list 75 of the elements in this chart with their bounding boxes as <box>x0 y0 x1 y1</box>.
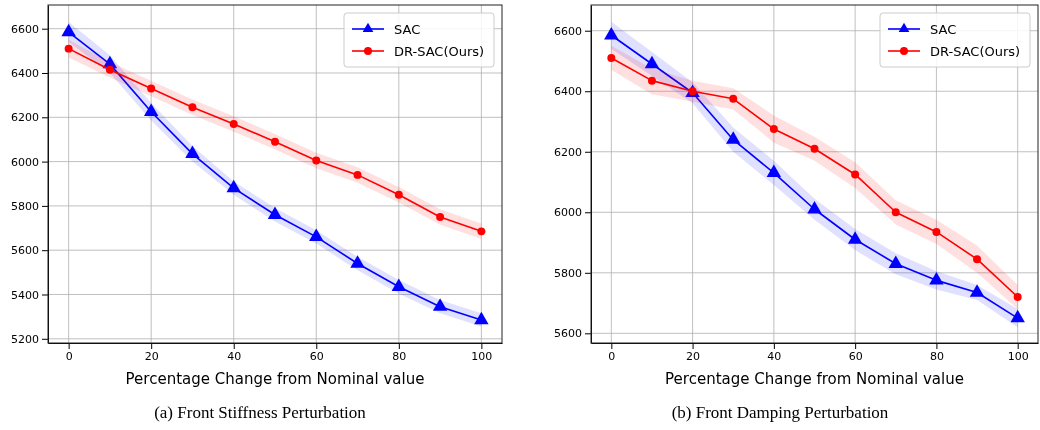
legend-label: DR-SAC(Ours) <box>394 44 485 59</box>
y-tick-label: 5600 <box>554 327 582 341</box>
x-axis-title: Percentage Change from Nominal value <box>665 370 964 388</box>
point <box>353 170 362 179</box>
point <box>432 298 448 311</box>
x-axis-title: Percentage Change from Nominal value <box>125 370 425 388</box>
point <box>350 255 365 268</box>
point <box>891 208 900 217</box>
x-tick-label: 80 <box>929 349 944 363</box>
point <box>436 212 445 221</box>
point <box>185 145 200 159</box>
point <box>644 55 660 69</box>
point <box>729 94 738 103</box>
point <box>477 227 486 236</box>
point <box>810 144 819 153</box>
x-tick-label: 40 <box>227 349 242 363</box>
x-tick-label: 0 <box>65 349 73 363</box>
point <box>474 311 489 325</box>
point <box>105 65 114 74</box>
point <box>969 284 985 297</box>
point <box>64 44 73 53</box>
y-tick-label: 6000 <box>11 155 39 169</box>
point <box>188 103 197 112</box>
y-tick-label: 6600 <box>11 22 39 36</box>
point <box>271 137 279 146</box>
point <box>229 119 238 128</box>
legend-label: SAC <box>930 22 957 37</box>
y-tick-label: 5600 <box>11 244 39 258</box>
point <box>769 125 778 134</box>
point <box>143 103 159 116</box>
point <box>888 255 903 268</box>
point <box>766 164 782 178</box>
text: (b) Front Damping Perturbation <box>671 403 889 422</box>
y-tick-label: 6600 <box>554 24 582 38</box>
x-tick-label: 60 <box>309 349 324 363</box>
point <box>807 200 822 214</box>
x-tick-label: 100 <box>471 349 493 363</box>
point <box>973 255 982 264</box>
y-tick-label: 5400 <box>11 288 39 302</box>
point <box>647 76 656 85</box>
point <box>1010 309 1025 323</box>
y-tick-label: 6200 <box>11 111 39 125</box>
y-tick-label: 6400 <box>11 67 39 81</box>
point <box>147 84 156 93</box>
point <box>394 190 403 199</box>
x-tick-label: 60 <box>848 349 863 363</box>
point <box>607 53 616 62</box>
y-tick-label: 6400 <box>554 85 582 99</box>
text: (a) Front Stiffness Perturbation <box>154 403 367 422</box>
point <box>604 26 619 40</box>
point <box>391 278 407 291</box>
legend-label: SAC <box>394 22 421 37</box>
point <box>847 231 863 244</box>
point <box>309 228 324 242</box>
x-tick-label: 100 <box>1007 349 1029 363</box>
point <box>929 272 944 285</box>
legend-label: DR-SAC(Ours) <box>930 44 1021 59</box>
x-tick-label: 20 <box>686 349 701 363</box>
point <box>932 227 941 236</box>
y-tick-label: 5800 <box>554 266 582 280</box>
y-tick-label: 6200 <box>554 145 582 159</box>
y-tick-label: 5800 <box>11 199 39 213</box>
point <box>851 170 860 179</box>
point <box>726 131 741 144</box>
point <box>312 156 321 165</box>
point <box>267 206 283 219</box>
point <box>61 23 76 37</box>
point <box>226 179 241 193</box>
y-tick-label: 5200 <box>11 332 39 346</box>
x-tick-label: 80 <box>392 349 407 363</box>
x-tick-label: 40 <box>767 349 782 363</box>
y-tick-label: 6000 <box>554 206 582 220</box>
point <box>1013 293 1022 301</box>
x-tick-label: 0 <box>608 349 616 363</box>
x-tick-label: 20 <box>144 349 159 363</box>
